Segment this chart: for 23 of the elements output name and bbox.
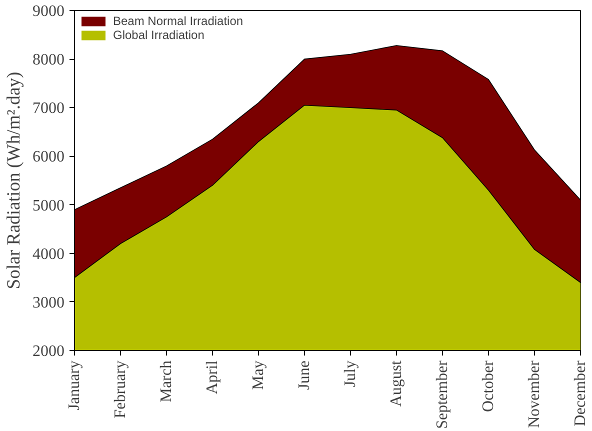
x-tick-label: October — [480, 360, 497, 412]
x-tick-label: February — [112, 360, 129, 418]
y-tick-label: 4000 — [32, 246, 64, 263]
y-tick-label: 3000 — [32, 294, 64, 312]
y-tick-label: 6000 — [32, 148, 64, 166]
x-tick-label: July — [342, 360, 359, 388]
y-tick-label: 2000 — [32, 343, 64, 360]
x-tick-label: March — [158, 360, 175, 402]
legend-label: Beam Normal Irradiation — [113, 14, 244, 28]
legend-label: Global Irradiation — [113, 28, 204, 42]
x-tick-label: September — [434, 360, 451, 429]
y-axis-title: Solar Radiation (Wh/m².day) — [4, 72, 24, 290]
x-tick-label: June — [296, 360, 313, 390]
y-tick-label: 7000 — [32, 100, 64, 118]
x-tick-label: April — [204, 360, 221, 394]
x-tick-label: December — [572, 360, 589, 426]
x-tick-label: August — [388, 360, 405, 407]
y-tick-label: 8000 — [32, 52, 64, 69]
y-tick-label: 9000 — [32, 3, 64, 20]
y-tick-label: 5000 — [32, 197, 64, 214]
x-tick-label: May — [250, 360, 267, 390]
x-tick-label: January — [66, 360, 83, 410]
x-tick-label: November — [526, 360, 543, 428]
